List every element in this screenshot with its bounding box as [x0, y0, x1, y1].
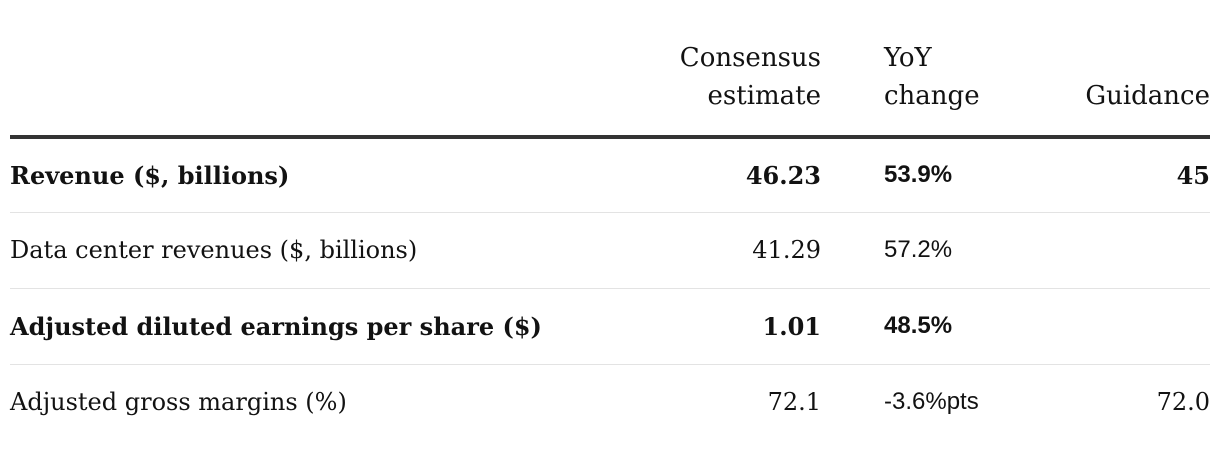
- guidance-value: [1036, 212, 1210, 289]
- consensus-estimate-value: 41.29: [650, 212, 822, 289]
- table-row-data-center-revenues: Data center revenues ($, billions) 41.29…: [10, 212, 1210, 289]
- yoy-change-value: 57.2%: [822, 212, 1036, 289]
- row-label: Data center revenues ($, billions): [10, 212, 650, 289]
- table-header: Consensus estimate YoY change Guidance: [10, 0, 1210, 139]
- header-label-column: [10, 0, 650, 139]
- consensus-estimate-value: 46.23: [650, 137, 822, 213]
- guidance-value: 72.0: [1156, 388, 1210, 417]
- table-row-adjusted-eps: Adjusted diluted earnings per share ($) …: [10, 288, 1210, 365]
- estimates-table: Consensus estimate YoY change Guidance R…: [10, 0, 1210, 440]
- header-yoy-change-line-1: YoY: [884, 43, 932, 73]
- row-label: Revenue ($, billions): [10, 137, 650, 213]
- header-consensus-estimate-line-2: estimate: [707, 81, 821, 111]
- table-row-adjusted-gross-margins: Adjusted gross margins (%) 72.1 -3.6%pts…: [10, 364, 1210, 440]
- yoy-change-value: 48.5%: [822, 288, 1036, 365]
- yoy-change-value: 53.9%: [822, 137, 1036, 213]
- header-guidance: Guidance: [1036, 0, 1210, 139]
- header-yoy-change: YoY change: [822, 0, 1036, 139]
- row-label: Adjusted diluted earnings per share ($): [10, 288, 650, 365]
- yoy-change-value: -3.6%pts: [884, 388, 979, 416]
- header-yoy-change-line-2: change: [884, 81, 980, 111]
- consensus-estimate-value: 72.1: [767, 388, 821, 417]
- header-row: Consensus estimate YoY change Guidance: [10, 0, 1210, 139]
- consensus-estimate-value: 1.01: [650, 288, 822, 365]
- guidance-value: 45: [1036, 137, 1210, 213]
- earnings-estimates-table: Consensus estimate YoY change Guidance R…: [10, 0, 1210, 440]
- table-body: Revenue ($, billions) 46.23 53.9% 45 Dat…: [10, 137, 1210, 440]
- table-row-revenue: Revenue ($, billions) 46.23 53.9% 45: [10, 137, 1210, 213]
- row-label: Adjusted gross margins (%): [10, 388, 347, 417]
- guidance-value: [1036, 288, 1210, 365]
- header-consensus-estimate: Consensus estimate: [650, 0, 822, 139]
- header-consensus-estimate-line-1: Consensus: [679, 43, 821, 73]
- header-guidance-line-1: Guidance: [1085, 81, 1210, 111]
